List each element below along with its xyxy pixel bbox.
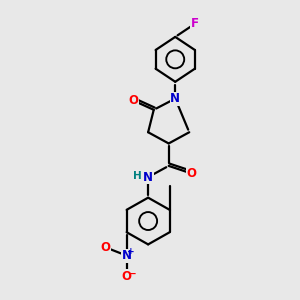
- Text: N: N: [122, 249, 132, 262]
- Text: N: N: [143, 171, 153, 184]
- Text: −: −: [128, 269, 136, 279]
- Text: N: N: [170, 92, 180, 105]
- Text: O: O: [122, 270, 132, 283]
- Text: +: +: [127, 247, 135, 256]
- Text: O: O: [128, 94, 138, 107]
- Text: O: O: [100, 241, 110, 254]
- Text: F: F: [191, 17, 199, 30]
- Text: O: O: [186, 167, 196, 180]
- Text: H: H: [134, 171, 142, 181]
